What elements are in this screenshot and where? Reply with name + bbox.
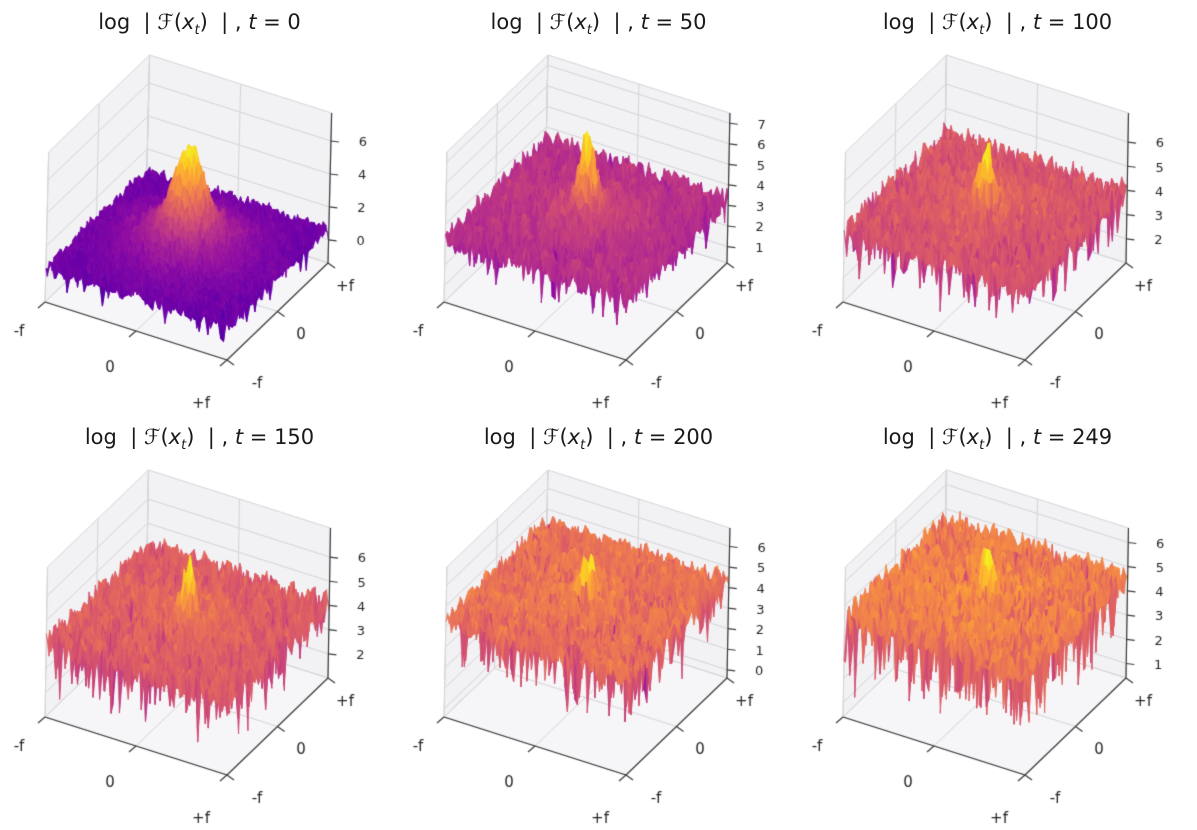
surface-plot-canvas-t249 <box>798 415 1197 830</box>
surface-plot-canvas-t200 <box>399 415 798 830</box>
subplot-t0: log | ℱ(xt) | , t = 0 <box>0 0 399 415</box>
subplot-t200: log | ℱ(xt) | , t = 200 <box>399 415 798 830</box>
subplot-t150: log | ℱ(xt) | , t = 150 <box>0 415 399 830</box>
surface-plot-canvas-t150 <box>0 415 399 830</box>
subplot-t100: log | ℱ(xt) | , t = 100 <box>798 0 1197 415</box>
subplot-t50: log | ℱ(xt) | , t = 50 <box>399 0 798 415</box>
surface-plot-canvas-t50 <box>399 0 798 415</box>
surface-plot-canvas-t0 <box>0 0 399 415</box>
subplot-t249: log | ℱ(xt) | , t = 249 <box>798 415 1197 830</box>
surface-plot-canvas-t100 <box>798 0 1197 415</box>
